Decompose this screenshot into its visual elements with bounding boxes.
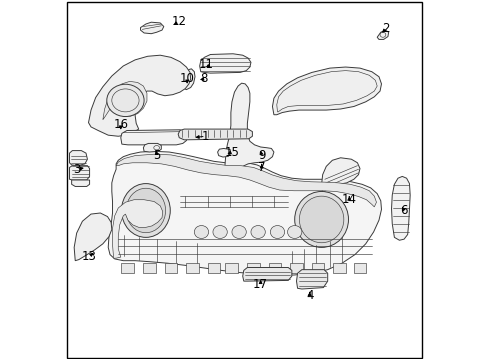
Polygon shape (321, 158, 359, 194)
Text: 5: 5 (153, 149, 160, 162)
Polygon shape (268, 263, 281, 273)
Polygon shape (296, 270, 327, 289)
Text: 8: 8 (200, 72, 207, 85)
Text: 12: 12 (171, 15, 186, 28)
Ellipse shape (212, 226, 227, 238)
Polygon shape (72, 180, 89, 186)
Text: 13: 13 (82, 249, 97, 262)
Text: 11: 11 (198, 58, 213, 71)
Polygon shape (199, 54, 250, 73)
Polygon shape (182, 69, 195, 90)
Ellipse shape (250, 226, 265, 238)
Text: 16: 16 (113, 118, 128, 131)
Text: 7: 7 (258, 161, 265, 174)
Polygon shape (332, 263, 346, 273)
Text: 6: 6 (400, 204, 407, 217)
Text: 14: 14 (341, 193, 356, 206)
Polygon shape (164, 263, 177, 273)
Polygon shape (217, 148, 230, 157)
Polygon shape (121, 130, 187, 145)
Ellipse shape (106, 84, 144, 117)
Ellipse shape (287, 226, 301, 238)
Polygon shape (108, 151, 381, 275)
Polygon shape (391, 176, 409, 240)
Polygon shape (143, 143, 161, 152)
Text: 15: 15 (224, 145, 239, 158)
Ellipse shape (194, 226, 208, 238)
Polygon shape (185, 263, 199, 273)
Polygon shape (353, 263, 366, 273)
Ellipse shape (231, 226, 246, 238)
Polygon shape (69, 150, 87, 166)
Polygon shape (69, 166, 89, 180)
Text: 2: 2 (382, 22, 389, 35)
Polygon shape (246, 263, 260, 273)
Polygon shape (140, 22, 163, 34)
Polygon shape (272, 67, 381, 115)
Polygon shape (376, 30, 388, 40)
Ellipse shape (294, 192, 348, 247)
Polygon shape (225, 263, 238, 273)
Polygon shape (289, 263, 303, 273)
Ellipse shape (299, 196, 343, 243)
Polygon shape (102, 81, 147, 120)
Polygon shape (311, 263, 324, 273)
Ellipse shape (121, 184, 170, 237)
Polygon shape (121, 263, 134, 273)
Polygon shape (224, 83, 273, 175)
Polygon shape (74, 213, 112, 261)
Polygon shape (178, 129, 252, 140)
Polygon shape (171, 79, 184, 87)
Polygon shape (142, 263, 156, 273)
Text: 1: 1 (202, 130, 209, 143)
Polygon shape (242, 267, 291, 281)
Ellipse shape (126, 188, 165, 233)
Polygon shape (88, 55, 190, 136)
Polygon shape (116, 154, 376, 207)
Text: 9: 9 (258, 149, 265, 162)
Text: 3: 3 (73, 163, 80, 176)
Ellipse shape (270, 226, 284, 238)
Polygon shape (207, 263, 220, 273)
Text: 10: 10 (179, 72, 194, 85)
Text: 17: 17 (253, 278, 267, 291)
Polygon shape (112, 200, 163, 258)
Text: 4: 4 (305, 289, 313, 302)
